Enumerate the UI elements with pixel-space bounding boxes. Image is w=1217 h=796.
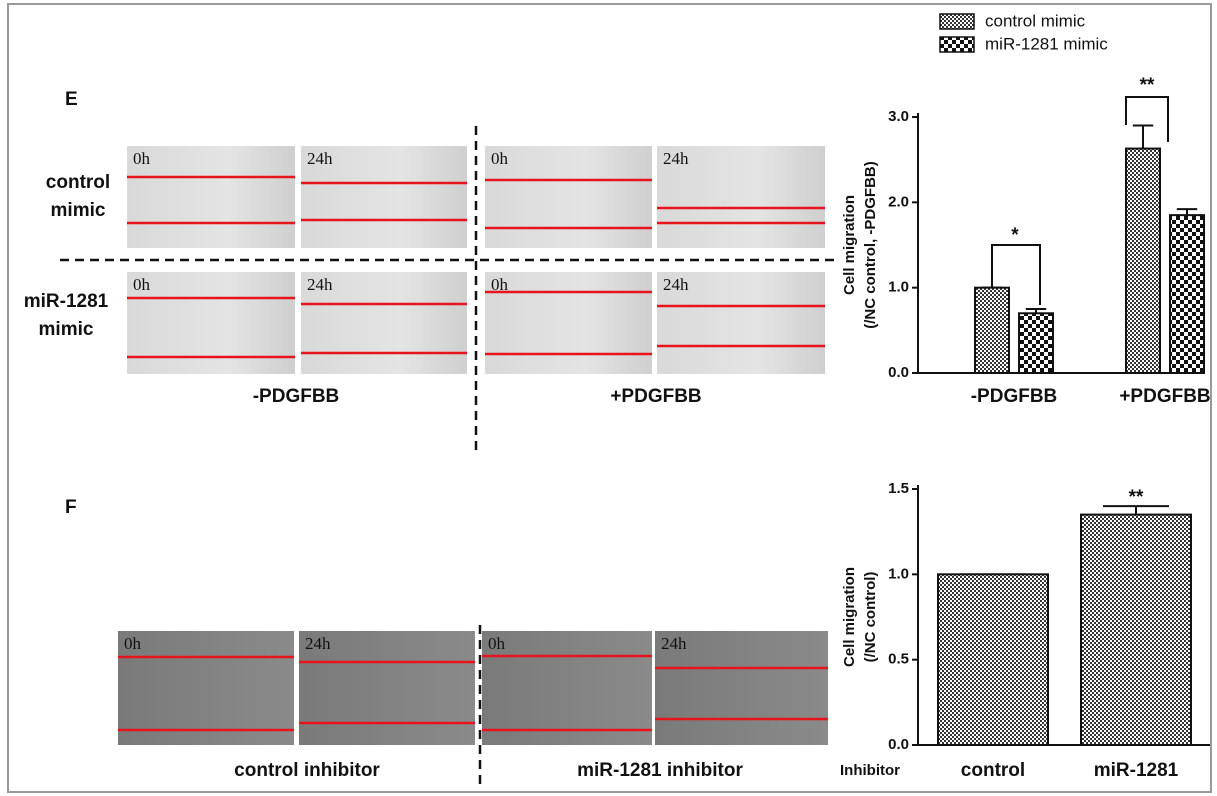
time-label: 0h: [491, 149, 509, 168]
frame: [7, 3, 1212, 793]
row-label: mimic: [51, 200, 106, 221]
time-label: 24h: [663, 149, 689, 168]
time-label: 0h: [124, 634, 142, 653]
bar: [1169, 214, 1205, 374]
legend-swatch: [939, 13, 975, 30]
significance-bracket: [1125, 96, 1169, 142]
micrograph: [655, 631, 828, 745]
micrograph: [299, 631, 475, 745]
micrograph: [127, 272, 295, 374]
condition-label: control inhibitor: [234, 760, 380, 781]
y-tick-label: 0.5: [888, 651, 909, 668]
y-tick-label: 1.5: [888, 480, 909, 497]
y-axis-label: Cell migration: [841, 195, 858, 295]
condition-label: +PDGFBB: [610, 386, 701, 407]
micrograph: [301, 146, 467, 248]
time-label: 0h: [133, 149, 151, 168]
layout: [60, 126, 835, 790]
time-label: 0h: [133, 275, 151, 294]
time-label: 24h: [307, 275, 333, 294]
time-label: 24h: [661, 634, 687, 653]
x-axis-label: Inhibitor: [840, 762, 900, 779]
time-label: 24h: [307, 149, 333, 168]
x-tick-label: -PDGFBB: [971, 386, 1058, 407]
y-axis-label: Cell migration: [841, 567, 858, 667]
significance-bracket: [991, 244, 1041, 305]
micrograph: [485, 146, 652, 248]
micrograph: [657, 146, 825, 248]
x-tick-label: miR-1281: [1094, 760, 1179, 781]
micrograph: [301, 272, 467, 374]
condition-label: -PDGFBB: [253, 386, 340, 407]
significance: **: [1140, 75, 1155, 96]
time-label: 24h: [663, 275, 689, 294]
time-label: 0h: [491, 275, 509, 294]
x-tick-label: control: [961, 760, 1025, 781]
legend-label: control mimic: [985, 11, 1086, 30]
bar: [1125, 147, 1161, 374]
y-axis-label: (/NC control, -PDGFBB): [862, 161, 879, 328]
x-tick-label: +PDGFBB: [1119, 386, 1210, 407]
y-tick-label: 0.0: [888, 736, 909, 753]
y-axis-label: (/NC control): [862, 572, 879, 663]
bar: [1080, 513, 1192, 746]
row-label: control: [46, 172, 110, 193]
panel-label: F: [65, 497, 77, 518]
bar: [974, 286, 1010, 374]
micrograph: [127, 146, 295, 248]
y-tick-label: 2.0: [888, 193, 909, 210]
micrograph: [118, 631, 294, 745]
row-label: miR-1281: [24, 291, 109, 312]
y-tick-label: 0.0: [888, 364, 909, 381]
y-tick-label: 1.0: [888, 565, 909, 582]
time-label: 24h: [305, 634, 331, 653]
panel-label: E: [65, 89, 78, 110]
axis: [917, 113, 1205, 374]
bar: [937, 573, 1049, 746]
significance: **: [1129, 487, 1144, 508]
row-label: mimic: [39, 319, 94, 340]
micrograph: [482, 631, 652, 745]
condition-label: miR-1281 inhibitor: [577, 760, 743, 781]
legend-swatch: [939, 36, 975, 53]
time-label: 0h: [488, 634, 506, 653]
y-tick-label: 1.0: [888, 279, 909, 296]
bar: [1018, 312, 1054, 374]
y-tick-label: 3.0: [888, 108, 909, 125]
micrograph: [485, 272, 652, 374]
micrograph: [657, 272, 825, 374]
significance: *: [1011, 225, 1019, 246]
legend-label: miR-1281 mimic: [985, 34, 1108, 53]
